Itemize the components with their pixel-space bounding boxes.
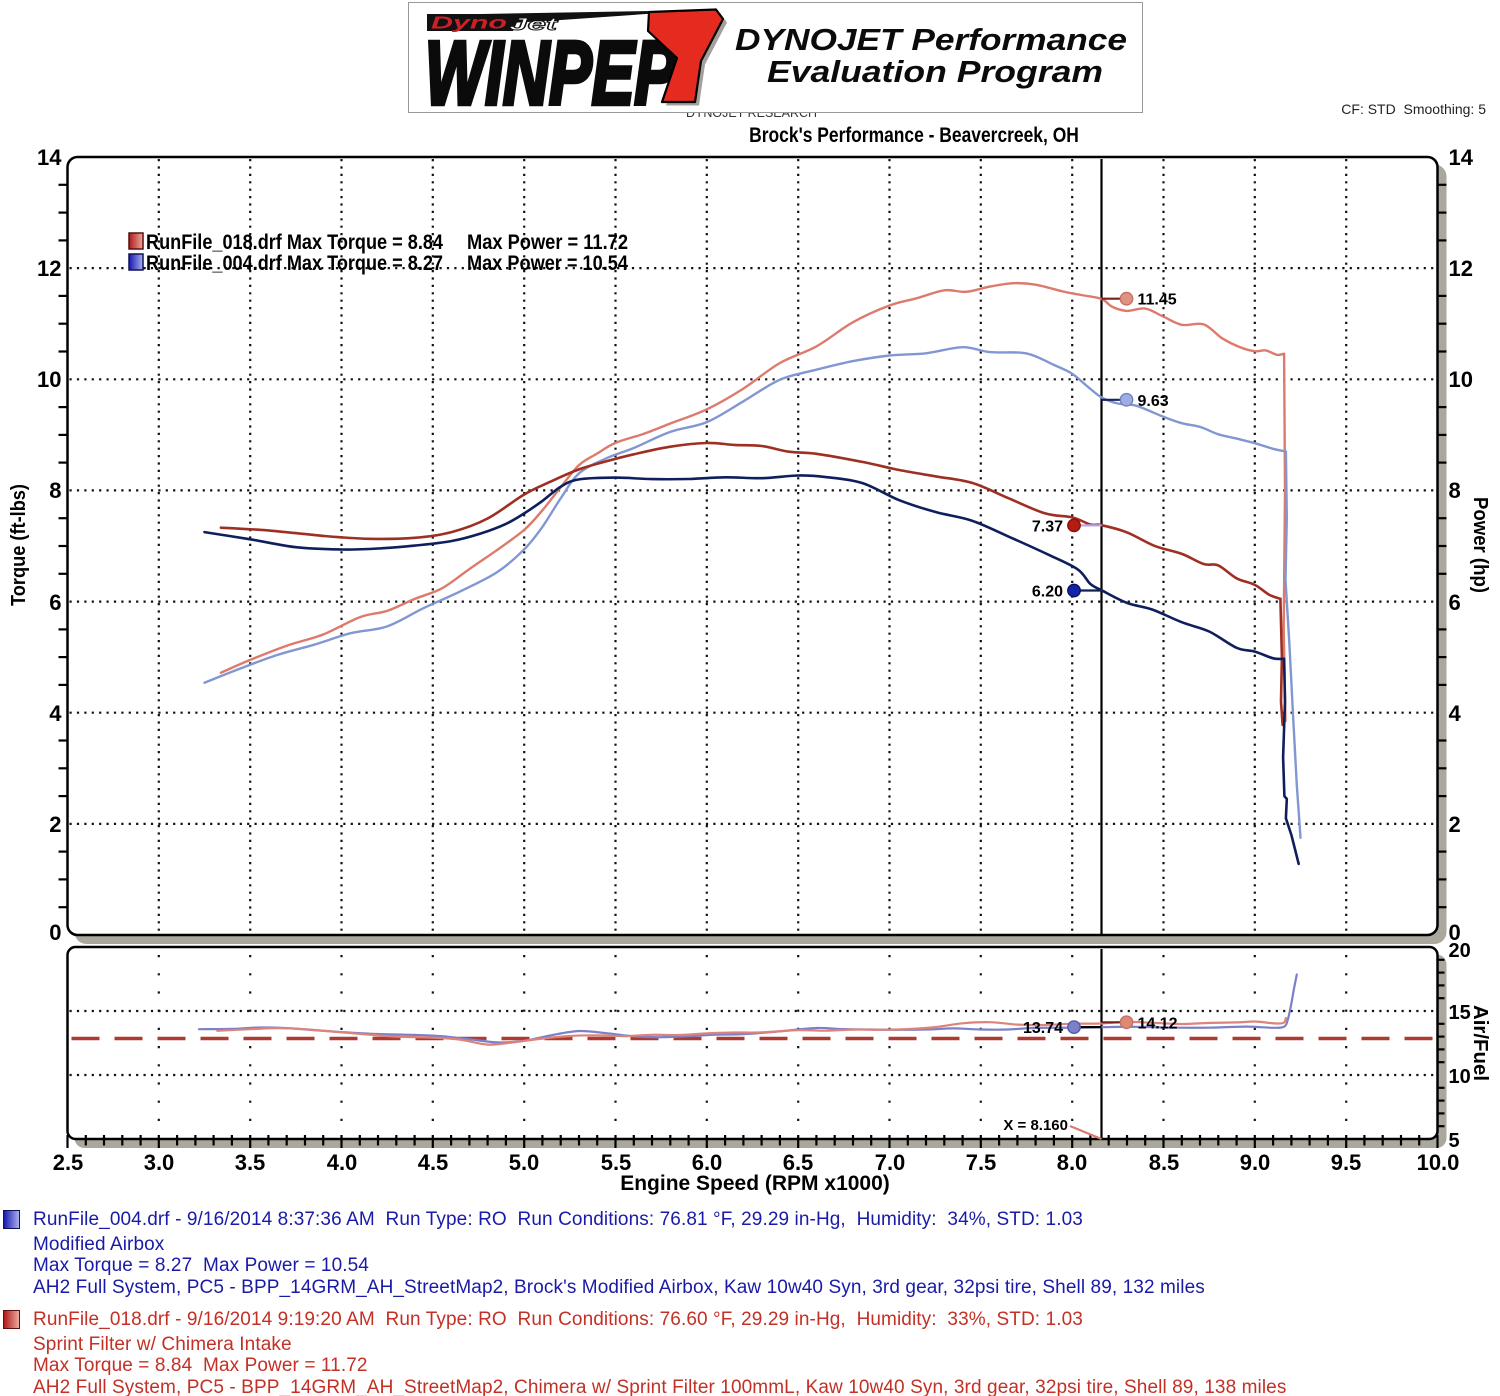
svg-text:12: 12 [1449,256,1473,281]
svg-text:7.0: 7.0 [875,1150,906,1175]
svg-text:14.12: 14.12 [1138,1015,1178,1032]
svg-text:10: 10 [1449,367,1473,392]
svg-text:6: 6 [1449,590,1461,615]
svg-text:Torque (ft-lbs): Torque (ft-lbs) [8,484,30,606]
svg-text:14: 14 [1449,145,1474,170]
svg-text:8: 8 [1449,478,1461,503]
svg-text:6.20: 6.20 [1032,584,1063,601]
svg-text:DYNOJET Performance: DYNOJET Performance [735,22,1127,57]
svg-text:3.5: 3.5 [235,1150,266,1175]
svg-text:8: 8 [49,478,61,503]
svg-text:Power (hp): Power (hp) [1469,497,1491,593]
svg-text:6: 6 [49,590,61,615]
svg-text:4.5: 4.5 [418,1150,449,1175]
svg-text:2.5: 2.5 [53,1150,84,1175]
svg-text:Evaluation Program: Evaluation Program [767,54,1103,89]
svg-text:12: 12 [37,256,61,281]
svg-text:Max Power = 11.72: Max Power = 11.72 [467,231,628,254]
svg-text:10: 10 [1449,1066,1471,1088]
svg-text:14: 14 [37,145,62,170]
svg-text:Air/Fuel: Air/Fuel [1469,1005,1491,1081]
svg-text:13.74: 13.74 [1023,1020,1063,1037]
svg-text:4: 4 [49,701,62,726]
svg-text:3.0: 3.0 [144,1150,175,1175]
svg-text:5: 5 [1449,1130,1460,1152]
svg-text:RunFile_018.drf Max Torque = 8: RunFile_018.drf Max Torque = 8.84 [146,231,443,254]
svg-text:11.45: 11.45 [1138,292,1177,309]
svg-text:15: 15 [1449,1002,1471,1024]
svg-text:7.37: 7.37 [1032,518,1063,535]
svg-text:7.5: 7.5 [966,1150,997,1175]
svg-text:8.0: 8.0 [1057,1150,1088,1175]
svg-text:Dyno: Dyno [431,13,508,33]
svg-text:10.0: 10.0 [1417,1150,1460,1175]
svg-text:5.5: 5.5 [601,1150,632,1175]
svg-text:9.5: 9.5 [1331,1150,1362,1175]
svg-text:4.0: 4.0 [327,1150,358,1175]
svg-text:RunFile_004.drf Max Torque = 8: RunFile_004.drf Max Torque = 8.27 [146,252,443,275]
svg-text:9.0: 9.0 [1240,1150,1271,1175]
svg-text:2: 2 [1449,812,1461,837]
svg-text:Max Power = 10.54: Max Power = 10.54 [467,252,628,275]
svg-text:Jet: Jet [509,14,559,34]
svg-text:5.0: 5.0 [509,1150,540,1175]
svg-text:6.0: 6.0 [692,1150,723,1175]
svg-text:0: 0 [1449,920,1461,945]
svg-text:20: 20 [1449,940,1471,962]
svg-text:WINPEP: WINPEP [425,24,678,112]
svg-text:Engine Speed (RPM x1000): Engine Speed (RPM x1000) [620,1172,890,1195]
svg-text:4: 4 [1449,701,1462,726]
svg-text:8.5: 8.5 [1149,1150,1180,1175]
svg-text:6.5: 6.5 [783,1150,814,1175]
svg-text:2: 2 [49,812,61,837]
svg-text:9.63: 9.63 [1138,393,1169,410]
svg-text:0: 0 [49,920,61,945]
svg-text:X = 8.160: X = 8.160 [1003,1117,1068,1134]
svg-text:10: 10 [37,367,61,392]
